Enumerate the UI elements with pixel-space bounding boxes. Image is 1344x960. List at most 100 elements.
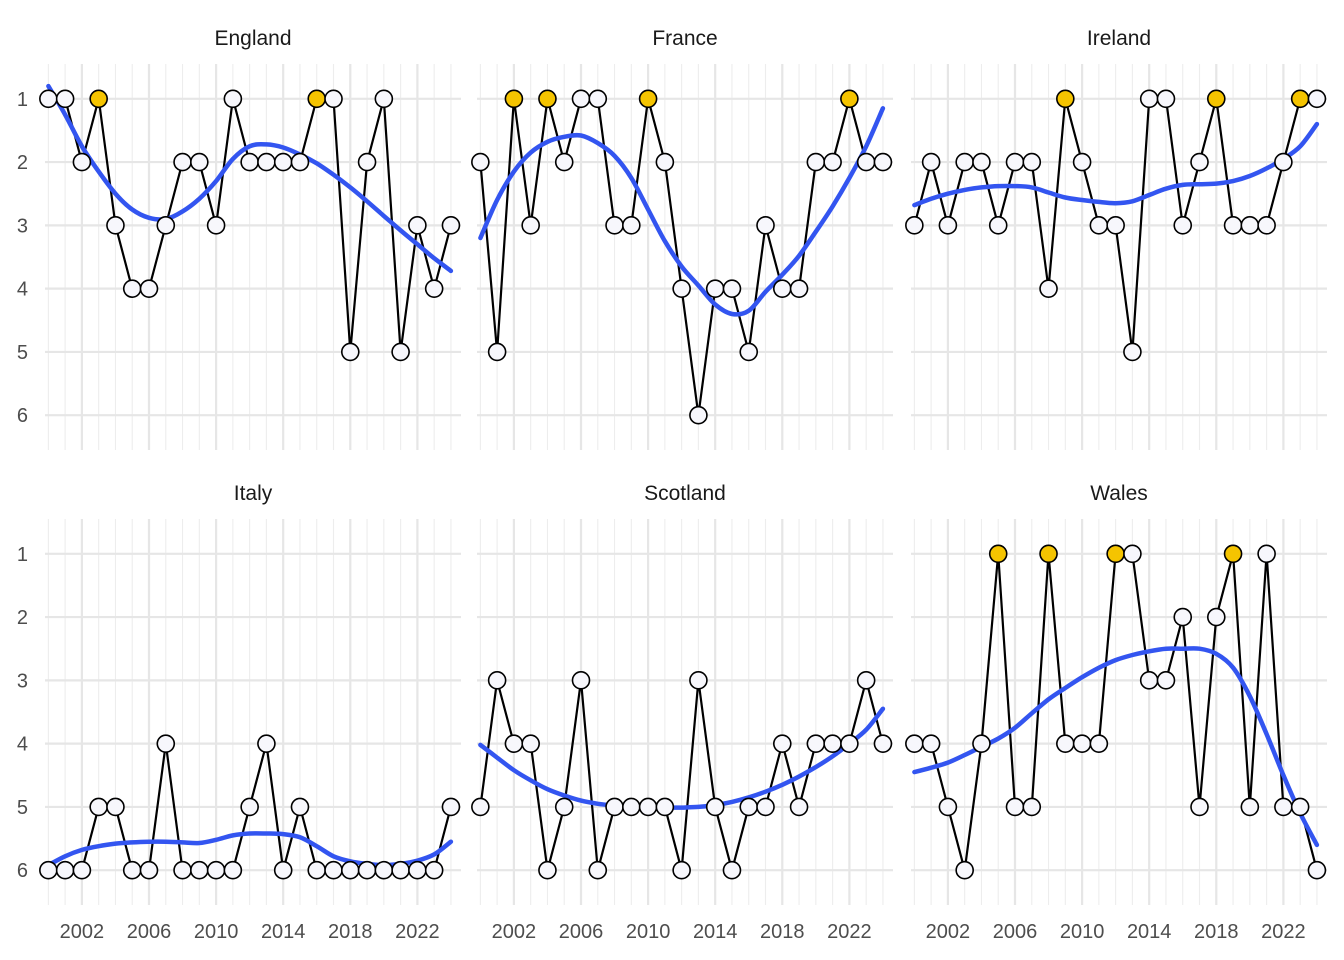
point [856,152,876,172]
panel-title-england: England [214,27,291,50]
point [988,216,1008,235]
point [1089,216,1109,235]
point-winner [638,89,658,109]
point [1039,279,1058,298]
point [173,860,192,880]
point [340,342,360,362]
point [122,279,142,298]
point [190,152,209,172]
point [1123,544,1142,564]
point-winner [538,89,557,109]
point [340,860,360,880]
x-tick-label: 2006 [127,921,172,943]
point [605,797,624,817]
point [921,152,941,172]
x-tick-label: 2022 [827,921,872,943]
point [806,734,826,753]
point [756,216,775,235]
point [55,860,75,880]
point [722,279,742,298]
y-tick-label: 2 [17,152,28,174]
point [39,860,58,880]
point [1257,544,1276,564]
trend-line-england [46,83,454,274]
point [1156,89,1176,109]
point [290,152,310,172]
x-tick-label: 2022 [395,921,440,943]
point [739,797,759,817]
panel-scotland: Scotland 2002 2006 2010 2014 2018 2022 [471,482,893,943]
point [655,152,675,172]
point [257,152,276,172]
point [1240,797,1260,817]
point [1022,797,1042,817]
point [139,860,159,880]
x-tick-label: 2002 [60,921,105,943]
y-tick-label: 1 [17,89,28,111]
panel-ireland: Ireland [905,27,1327,450]
point-winner [1206,89,1226,109]
point [1123,342,1142,362]
point [1274,797,1293,817]
point [905,734,924,753]
point [1139,89,1159,109]
point [1173,216,1193,235]
point [471,152,490,172]
point [1223,216,1243,235]
point-winner [307,89,327,109]
point [1089,734,1109,753]
y-tick-label: 2 [17,607,28,629]
point [840,734,859,753]
point [521,216,540,235]
panel-france: France [471,27,893,450]
point [223,89,243,109]
point [823,152,842,172]
x-tick-label: 2022 [1261,921,1306,943]
panel-title-wales: Wales [1090,482,1148,505]
point [705,797,725,817]
point [705,279,725,298]
y-tick-label: 4 [17,279,28,301]
point [89,797,108,817]
point [1139,671,1159,690]
point [240,152,259,172]
point [772,279,792,298]
point [1307,860,1327,880]
point [1005,152,1025,172]
point [905,216,924,235]
point-winner [1056,89,1075,109]
y-tick-label: 3 [17,670,28,692]
point [1056,734,1075,753]
panel-title-italy: Italy [234,482,273,505]
point [139,279,159,298]
point-winner [1106,544,1125,564]
y-tick-label: 6 [17,860,28,882]
point [789,279,809,298]
point [72,860,92,880]
point [223,860,243,880]
point [856,671,876,690]
point [689,405,708,425]
point [672,860,691,880]
point-winner [988,544,1008,564]
point [173,152,192,172]
point [638,797,658,817]
point [772,734,792,753]
x-tick-label: 2006 [993,921,1038,943]
point [374,89,394,109]
x-tick-label: 2014 [261,921,306,943]
point [1072,152,1092,172]
x-tick-label: 2014 [1127,921,1172,943]
point [789,797,809,817]
point [938,797,958,817]
point [972,152,991,172]
trend-line-scotland [478,706,886,810]
point [441,797,461,817]
point [873,734,893,753]
point [206,216,226,235]
point [873,152,893,172]
point [1072,734,1092,753]
point [521,734,540,753]
trend-line-ireland [912,121,1320,208]
